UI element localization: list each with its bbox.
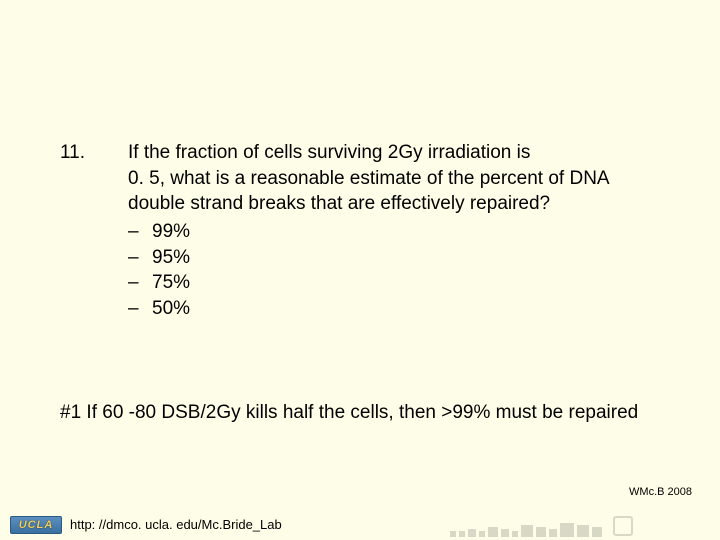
footer: UCLA http: //dmco. ucla. edu/Mc.Bride_La… xyxy=(0,512,720,540)
deco-square-icon xyxy=(459,531,465,537)
question-stem-cont: 0. 5, what is a reasonable estimate of t… xyxy=(128,166,660,217)
slide: 11. If the fraction of cells surviving 2… xyxy=(0,0,720,540)
option-marker: – xyxy=(128,296,152,322)
list-item: – 99% xyxy=(128,219,660,245)
question-stem-line1: If the fraction of cells surviving 2Gy i… xyxy=(128,140,660,166)
deco-square-icon xyxy=(521,525,533,537)
deco-square-icon xyxy=(577,525,589,537)
deco-square-icon xyxy=(479,531,485,537)
deco-square-icon xyxy=(468,529,476,537)
deco-square-icon xyxy=(549,529,557,537)
options-list: – 99% – 95% – 75% – 50% xyxy=(128,219,660,322)
question-first-line: 11. If the fraction of cells surviving 2… xyxy=(60,140,660,166)
footer-url: http: //dmco. ucla. edu/Mc.Bride_Lab xyxy=(70,517,282,532)
deco-square-icon xyxy=(592,527,602,537)
option-text: 95% xyxy=(152,245,190,271)
option-text: 99% xyxy=(152,219,190,245)
option-text: 50% xyxy=(152,296,190,322)
deco-square-icon xyxy=(536,527,546,537)
footer-decoration xyxy=(450,513,710,537)
question-block: 11. If the fraction of cells surviving 2… xyxy=(60,140,660,321)
option-marker: – xyxy=(128,245,152,271)
question-number: 11. xyxy=(60,140,128,166)
list-item: – 75% xyxy=(128,270,660,296)
ucla-logo: UCLA xyxy=(10,516,62,534)
deco-square-icon xyxy=(450,531,456,537)
deco-square-icon xyxy=(560,523,574,537)
deco-square-outline-icon xyxy=(613,516,633,536)
list-item: – 95% xyxy=(128,245,660,271)
deco-square-icon xyxy=(488,527,498,537)
citation: WMc.B 2008 xyxy=(629,486,692,498)
option-marker: – xyxy=(128,270,152,296)
list-item: – 50% xyxy=(128,296,660,322)
answer-text: #1 If 60 -80 DSB/2Gy kills half the cell… xyxy=(60,402,638,423)
deco-square-icon xyxy=(512,531,518,537)
option-text: 75% xyxy=(152,270,190,296)
option-marker: – xyxy=(128,219,152,245)
deco-square-icon xyxy=(501,529,509,537)
answer-block: #1 If 60 -80 DSB/2Gy kills half the cell… xyxy=(60,400,660,426)
